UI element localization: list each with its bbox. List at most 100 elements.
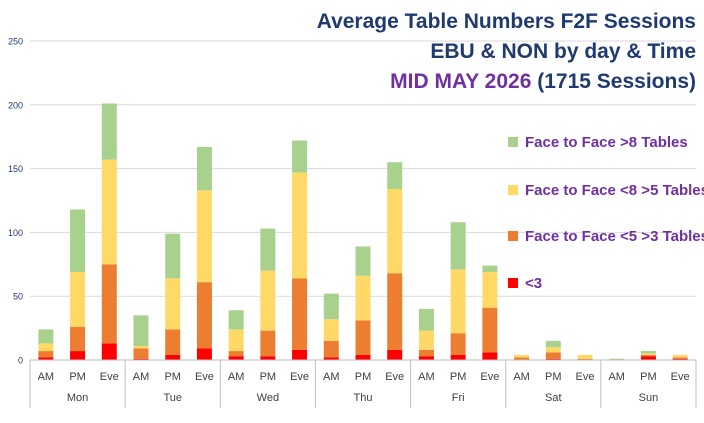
y-tick-label: 200 [8,100,23,110]
bar-segment [514,354,530,358]
x-tick-label: PM [450,371,467,383]
bar-segment [292,172,308,279]
bar-segment [133,345,149,349]
bar-segment [355,354,371,360]
bar-segment [38,351,54,358]
bar-segment [228,329,244,352]
bar-segment [38,343,54,352]
bar-segment [260,228,276,271]
bar-segment [482,307,498,353]
y-tick-label: 150 [8,164,23,174]
bar-segment [165,354,181,360]
bar-segment [133,358,149,360]
x-tick-label: AM [608,371,625,383]
bar-segment [450,354,466,360]
bar-segment [545,347,561,353]
bar-segment [672,358,688,360]
y-tick-label: 250 [8,37,23,47]
bar-segment [355,275,371,321]
bar-segment [482,352,498,360]
x-group-label: Thu [354,392,373,404]
chart-title-line2: EBU & NON by day & Time [430,40,696,63]
bar-segment [196,190,212,283]
bar-segment [387,189,403,274]
legend-swatch [508,231,518,241]
legend-swatch [508,278,518,288]
bar-segment [418,356,434,360]
legend-item: Face to Face <8 >5 Tables [508,180,704,200]
bar-segment [418,330,434,350]
bar-segment [387,162,403,190]
bar-segment [38,357,54,360]
bar-segment [640,354,656,357]
bar-segment [387,349,403,360]
x-tick-label: PM [545,371,562,383]
bar-segment [101,343,117,360]
bar-segment [450,333,466,355]
bar-segment [38,329,54,344]
x-tick-label: PM [640,371,657,383]
bar-segment [482,265,498,272]
bar-segment [577,358,593,360]
bar-segment [450,269,466,334]
legend-label: <3 [525,274,543,292]
x-tick-label: AM [418,371,435,383]
legend-label: Face to Face <5 >3 Tables [525,227,704,245]
bar-segment [672,357,688,359]
chart-title-sessions: (1715 Sessions) [531,70,696,93]
bar-segment [355,320,371,355]
x-tick-label: AM [133,371,150,383]
bar-segment [101,103,117,160]
bar-segment [609,358,625,360]
bar-segment [418,308,434,331]
y-tick-label: 50 [13,292,23,302]
bar-segment [228,310,244,330]
bar-segment [323,340,339,358]
bar-segment [165,278,181,330]
gridlines [30,40,696,297]
legend-item: Face to Face <5 >3 Tables [508,226,704,246]
bar-segment [672,354,688,358]
bar-segment [133,315,149,346]
legend-item: <3 [508,273,542,293]
x-group-label: Tue [163,392,182,404]
bar-segment [323,293,339,320]
bar-segment [165,233,181,279]
x-tick-label: PM [355,371,372,383]
legend-swatch [508,185,518,195]
y-tick-label: 0 [18,356,23,366]
bar-segment [514,357,530,360]
bar-segment [545,352,561,359]
legend-label: Face to Face >8 Tables [525,133,688,151]
bar-segment [323,357,339,360]
bar-segment [228,356,244,360]
x-tick-label: AM [323,371,340,383]
legend-label: Face to Face <8 >5 Tables [525,181,704,199]
bar-segment [450,222,466,270]
bar-segment [545,340,561,348]
bar-segment [70,351,86,360]
x-group-label: Sun [639,392,659,404]
x-group-label: Mon [67,392,88,404]
bar-segment [196,348,212,360]
bar-segment [355,246,371,276]
x-axis: AM PM Eve AM PM Eve AM PM Eve AM PM Eve AM PM Eve AM PM E… [29,359,697,408]
x-group-label: Wed [257,392,279,404]
bar-segment [292,278,308,350]
bar-segment [292,140,308,173]
chart-title-period: MID MAY 2026 [390,70,532,93]
bar-segment [640,353,656,355]
bar-segment [640,356,656,360]
x-tick-label: Eve [480,371,499,383]
bar-segment [101,159,117,265]
x-tick-label: Eve [100,371,119,383]
bar-segment [260,330,276,357]
x-tick-label: AM [228,371,245,383]
x-tick-label: Eve [290,371,309,383]
bar-segment [260,356,276,360]
chart-title-line1: Average Table Numbers F2F Sessions [316,10,696,33]
x-tick-label: PM [69,371,86,383]
bar-segment [196,282,212,349]
bar-segment [165,329,181,355]
bar-segment [70,209,86,272]
